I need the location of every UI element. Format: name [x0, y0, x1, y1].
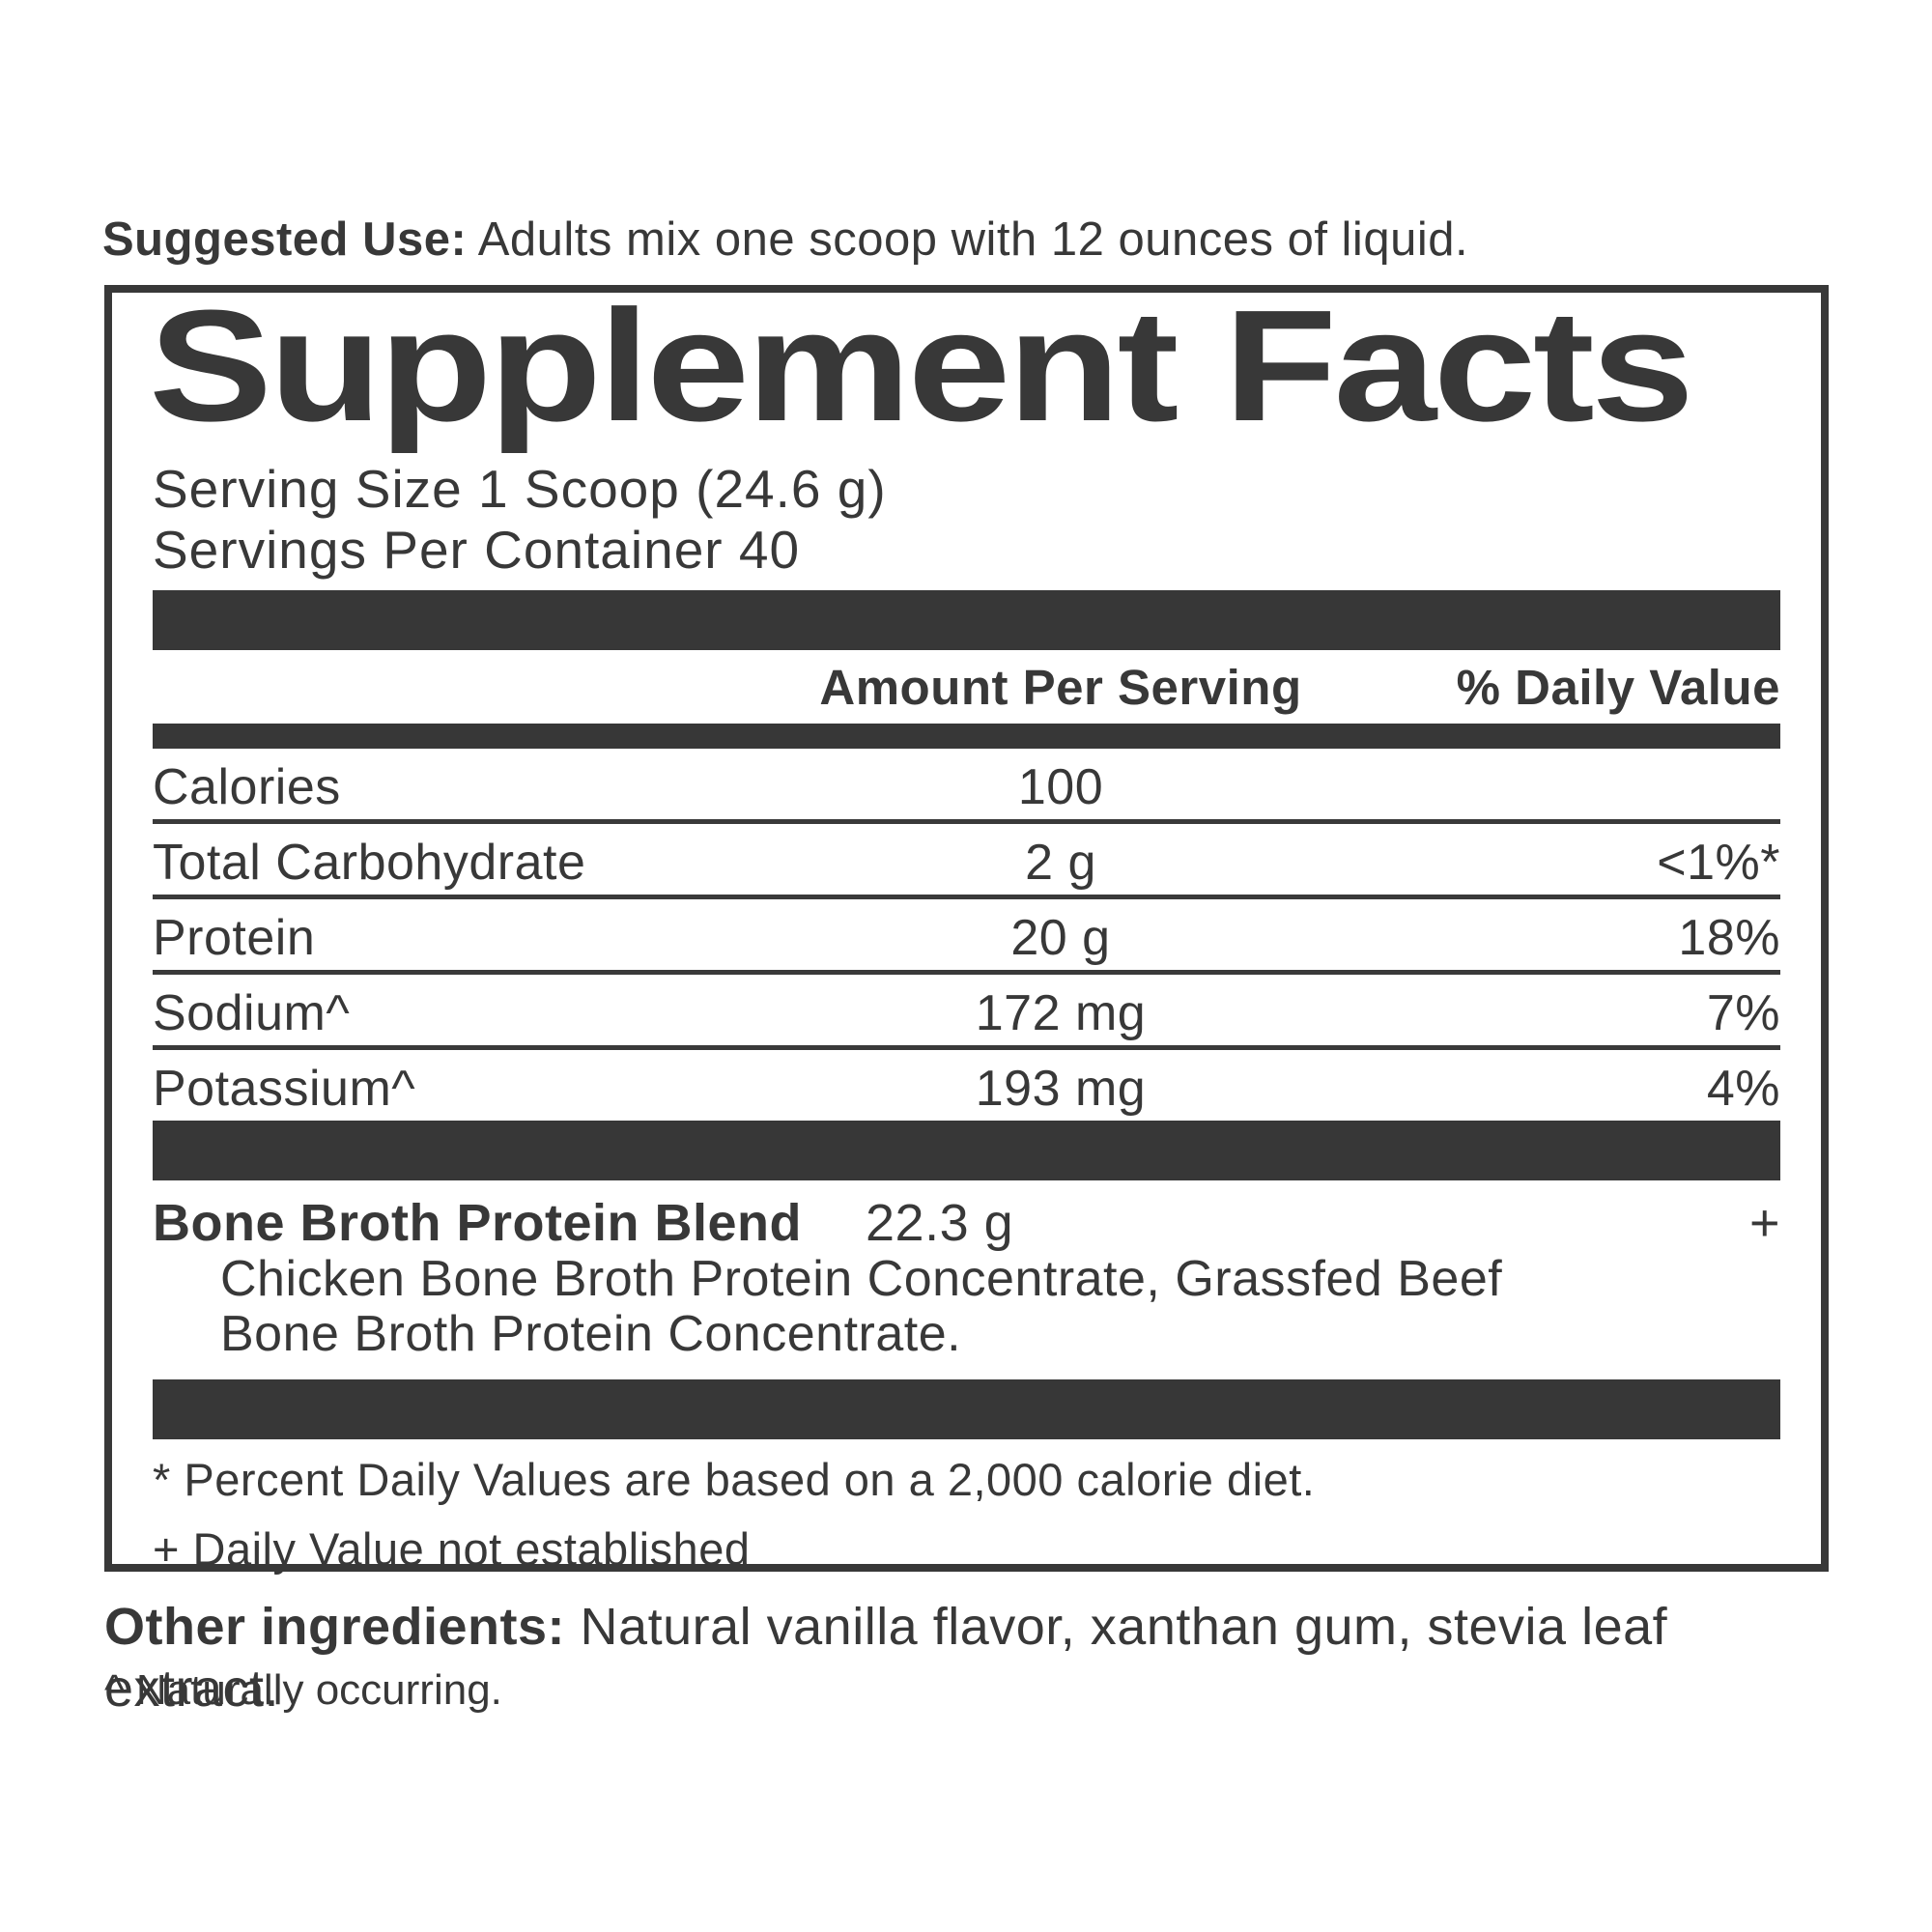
blend-dv: +	[1748, 1194, 1780, 1252]
table-row-calories: Calories 100	[153, 749, 1780, 824]
serving-info: Serving Size 1 Scoop (24.6 g) Servings P…	[153, 459, 1780, 581]
nutrient-name: Sodium^	[153, 985, 351, 1041]
naturally-occurring-note: ^ Naturally occurring.	[104, 1666, 502, 1714]
other-ingredients-text: Natural vanilla flavor, xanthan gum, ste…	[104, 1598, 1668, 1718]
nutrient-dv	[1370, 760, 1780, 815]
suggested-use-label: Suggested Use:	[102, 213, 468, 266]
column-header-amount: Amount Per Serving	[819, 660, 1302, 715]
nutrient-name: Potassium^	[153, 1061, 416, 1117]
nutrient-amount: 2 g	[1025, 835, 1096, 891]
divider-bar-top	[153, 590, 1780, 650]
blend-ingredients-line: Bone Broth Protein Concentrate.	[220, 1306, 962, 1362]
serving-size: Serving Size 1 Scoop (24.6 g)	[153, 459, 887, 519]
blend-section: Bone Broth Protein Blend 22.3 g + Chicke…	[153, 1180, 1780, 1362]
suggested-use-line: Suggested Use: Adults mix one scoop with…	[102, 211, 1841, 269]
column-header-row: Amount Per Serving % Daily Value	[153, 650, 1780, 724]
other-ingredients-line: Other ingredients: Natural vanilla flavo…	[104, 1596, 1843, 1719]
footnote-daily-values: * Percent Daily Values are based on a 2,…	[153, 1454, 1316, 1505]
table-row-protein: Protein 20 g 18%	[153, 899, 1780, 975]
servings-per-container: Servings Per Container 40	[153, 520, 801, 580]
divider-bar-above-footnotes	[153, 1379, 1780, 1439]
nutrient-dv: 18%	[1678, 910, 1780, 966]
blend-header-row: Bone Broth Protein Blend 22.3 g +	[153, 1194, 1780, 1252]
panel-title: Supplement Facts	[149, 277, 1694, 454]
nutrient-dv: <1%*	[1657, 835, 1780, 891]
other-ingredients-label: Other ingredients:	[104, 1598, 566, 1656]
blend-name: Bone Broth Protein Blend	[153, 1194, 802, 1252]
nutrient-amount: 172 mg	[975, 985, 1147, 1041]
nutrient-name: Total Carbohydrate	[153, 835, 586, 891]
footnote-dv-not-established: + Daily Value not established	[153, 1523, 751, 1575]
supplement-facts-panel: Supplement Facts Serving Size 1 Scoop (2…	[104, 285, 1829, 1575]
table-row-potassium: Potassium^ 193 mg 4%	[153, 1050, 1780, 1121]
footnotes: * Percent Daily Values are based on a 2,…	[153, 1439, 1780, 1576]
nutrient-amount: 193 mg	[975, 1061, 1147, 1117]
table-row-total-carbohydrate: Total Carbohydrate 2 g <1%*	[153, 824, 1780, 899]
blend-amount: 22.3 g	[866, 1194, 1014, 1252]
divider-bar-above-blend	[153, 1121, 1780, 1180]
nutrient-dv: 4%	[1706, 1061, 1780, 1117]
table-row-sodium: Sodium^ 172 mg 7%	[153, 975, 1780, 1050]
column-header-daily-value: % Daily Value	[1456, 660, 1780, 715]
nutrient-name: Calories	[153, 759, 341, 815]
nutrient-name: Protein	[153, 910, 316, 966]
suggested-use-text: Adults mix one scoop with 12 ounces of l…	[467, 213, 1469, 266]
nutrient-amount: 100	[1017, 759, 1104, 815]
nutrient-amount: 20 g	[1010, 910, 1111, 966]
divider-bar-under-header	[153, 724, 1780, 749]
blend-ingredients-line: Chicken Bone Broth Protein Concentrate, …	[220, 1251, 1503, 1307]
nutrient-dv: 7%	[1706, 985, 1780, 1041]
